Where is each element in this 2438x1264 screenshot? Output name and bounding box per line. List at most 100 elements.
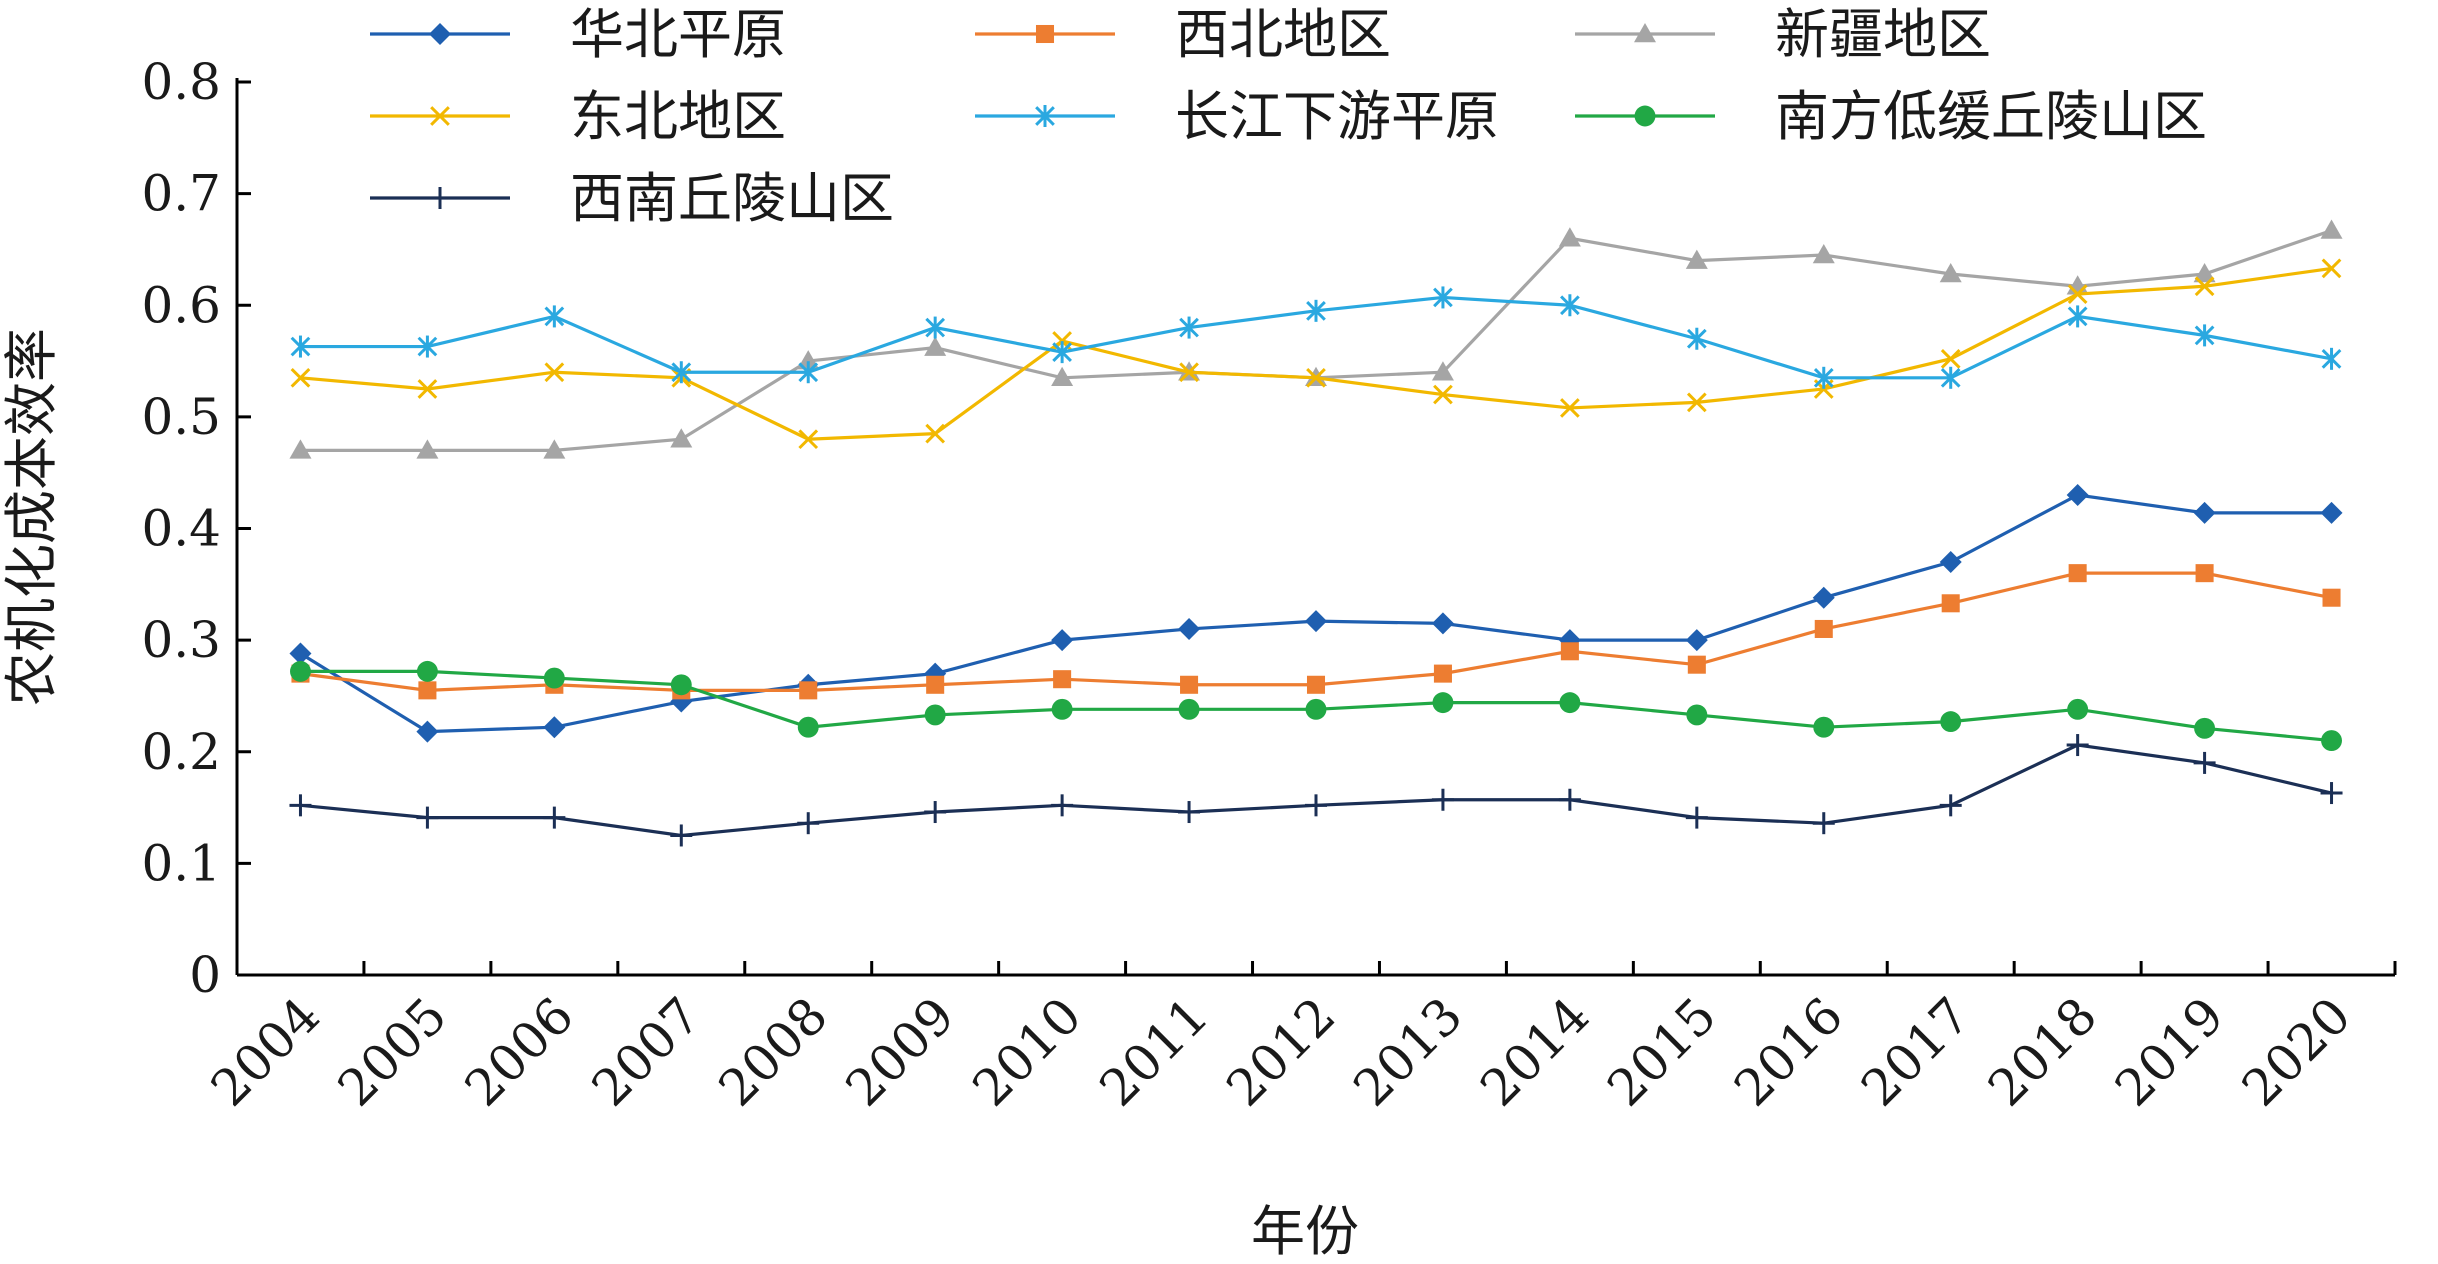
data-point-marker	[2194, 324, 2215, 347]
x-tick-label: 2007	[581, 986, 712, 1117]
x-tick-label: 2013	[1342, 986, 1473, 1117]
data-point-marker	[797, 350, 820, 370]
data-point-marker	[1432, 692, 1454, 714]
legend-label: 西南丘陵山区	[570, 167, 894, 230]
data-point-marker	[1431, 612, 1454, 635]
x-tick-label: 2015	[1596, 986, 1727, 1117]
y-tick-label: 0.2	[141, 723, 221, 781]
legend-item: 华北平原	[370, 3, 786, 66]
y-tick-label: 0.7	[141, 165, 221, 223]
data-point-marker	[416, 806, 439, 829]
legend-item: 南方低缓丘陵山区	[1575, 85, 2207, 148]
data-point-marker	[1431, 361, 1454, 381]
data-point-marker	[671, 361, 692, 384]
data-point-marker	[1431, 788, 1454, 811]
data-point-marker	[2067, 698, 2089, 720]
data-point-marker	[544, 362, 565, 383]
x-tick-label: 2017	[1850, 986, 1981, 1117]
legend-item: 西北地区	[975, 3, 1391, 66]
legend-item: 东北地区	[370, 85, 786, 148]
data-point-marker	[1813, 716, 1835, 738]
data-point-marker	[543, 806, 566, 829]
data-point-marker	[1812, 244, 1835, 264]
data-point-marker	[1306, 675, 1326, 694]
data-point-marker	[1940, 366, 1961, 389]
data-point-marker	[1686, 704, 1708, 726]
data-point-marker	[2320, 782, 2343, 805]
x-tick-label: 2008	[708, 986, 839, 1117]
legend-label: 长江下游平原	[1175, 85, 1499, 148]
data-point-marker	[1940, 348, 1961, 369]
y-tick-label: 0.8	[141, 53, 221, 111]
data-point-marker	[1178, 617, 1201, 640]
series-circle	[290, 660, 2342, 752]
legend-item: 新疆地区	[1575, 3, 1991, 66]
x-tick-label: 2006	[454, 986, 585, 1117]
y-tick-label: 0.4	[141, 500, 221, 558]
x-tick-label: 2014	[1469, 986, 1600, 1117]
data-point-marker	[1305, 698, 1327, 720]
data-point-marker	[1686, 392, 1707, 413]
data-point-marker	[1687, 655, 1706, 674]
data-point-marker	[2193, 262, 2216, 283]
data-point-marker	[1813, 366, 1834, 389]
data-point-marker	[2322, 588, 2341, 607]
legend-label: 新疆地区	[1775, 3, 1991, 66]
data-point-marker	[1939, 550, 1962, 573]
legend-label: 东北地区	[570, 85, 786, 148]
data-point-marker	[1179, 362, 1199, 383]
data-point-marker	[1179, 316, 1199, 339]
data-point-marker	[925, 423, 946, 444]
series-line	[300, 743, 2332, 838]
data-point-marker	[1051, 629, 1074, 652]
data-point-marker	[1178, 698, 1200, 720]
data-point-marker	[1306, 367, 1326, 388]
data-point-marker	[2067, 305, 2088, 328]
x-tick-label: 2016	[1723, 986, 1854, 1117]
data-point-marker	[797, 716, 819, 738]
data-point-marker	[1178, 801, 1201, 824]
data-point-marker	[2321, 258, 2342, 279]
data-point-marker	[1051, 698, 1073, 720]
data-point-marker	[1035, 105, 1055, 127]
x-tick-label: 2011	[1089, 986, 1220, 1117]
x-tick-label: 2010	[962, 986, 1093, 1117]
series-asterisk	[290, 286, 2342, 389]
data-point-marker	[2194, 717, 2216, 739]
x-tick-label: 2009	[835, 986, 966, 1117]
x-tick-label: 2012	[1215, 986, 1346, 1117]
data-point-marker	[2195, 564, 2214, 583]
data-point-marker	[417, 335, 438, 358]
data-point-marker	[1560, 398, 1580, 418]
x-tick-label: 2005	[327, 986, 458, 1117]
data-point-marker	[544, 305, 565, 328]
y-tick-label: 0.6	[141, 276, 221, 334]
data-point-marker	[1814, 619, 1833, 638]
data-point-marker	[1634, 23, 1656, 43]
data-point-marker	[543, 716, 566, 739]
legend-label: 西北地区	[1175, 3, 1391, 66]
data-point-marker	[1939, 262, 1962, 283]
data-point-marker	[2066, 484, 2089, 507]
axes: 00.10.20.30.40.50.60.70.8200420052006200…	[141, 53, 2397, 1117]
y-tick-label: 0	[189, 946, 221, 1004]
data-point-marker	[1941, 594, 1960, 613]
data-point-marker	[1306, 299, 1326, 322]
data-point-marker	[290, 660, 311, 682]
data-point-marker	[797, 812, 820, 835]
data-point-marker	[2320, 501, 2343, 524]
data-point-marker	[670, 824, 693, 847]
legend-item: 西南丘陵山区	[370, 167, 894, 230]
data-point-marker	[670, 674, 692, 696]
data-point-marker	[924, 704, 946, 726]
x-axis-title: 年份	[1251, 1200, 1359, 1263]
data-point-marker	[1035, 24, 1055, 44]
data-point-marker	[1433, 664, 1452, 683]
data-point-marker	[1812, 812, 1835, 835]
data-point-marker	[2066, 734, 2089, 757]
data-point-marker	[2320, 219, 2343, 239]
data-point-marker	[924, 336, 947, 356]
data-point-marker	[1433, 384, 1453, 405]
data-point-marker	[1051, 794, 1074, 817]
